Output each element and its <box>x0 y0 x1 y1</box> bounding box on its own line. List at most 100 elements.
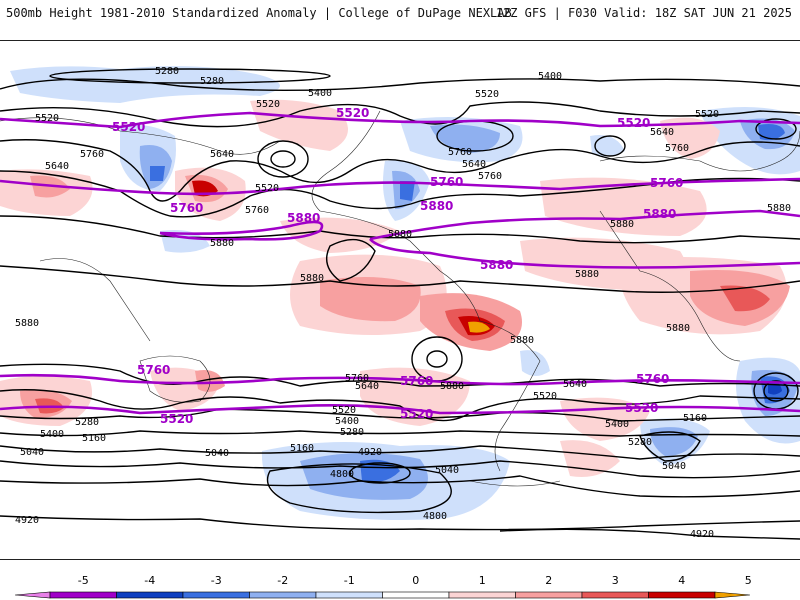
label-5880: 5880 <box>15 318 39 329</box>
map-title: 500mb Height 1981-2010 Standardized Anom… <box>6 6 512 20</box>
label-5760: 5760 <box>80 149 104 160</box>
label-5520: 5520 <box>256 99 280 110</box>
label-5760: 5760 <box>245 205 269 216</box>
label-5760-highlight: 5760 <box>430 175 463 189</box>
label-5040: 5040 <box>662 461 686 472</box>
label-5520-highlight: 5520 <box>336 106 369 120</box>
color-scale-tick-label: -2 <box>277 574 288 587</box>
label-5880: 5880 <box>510 335 534 346</box>
label-5520: 5520 <box>475 89 499 100</box>
label-5520: 5520 <box>695 109 719 120</box>
label-5880: 5880 <box>300 273 324 284</box>
label-5760: 5760 <box>478 171 502 182</box>
label-5520-highlight: 5520 <box>617 116 650 130</box>
label-5280: 5280 <box>200 76 224 87</box>
positive-anomaly-shading <box>0 99 790 477</box>
label-5040: 5040 <box>20 447 44 458</box>
label-5280: 5280 <box>155 66 179 77</box>
color-scale-segment <box>382 591 450 599</box>
color-scale-segment <box>182 591 250 599</box>
label-5520-highlight: 5520 <box>625 401 658 415</box>
anomaly-map[interactable]: 5280 5280 5400 5400 5520 5520 5520 5520 … <box>0 40 800 560</box>
label-5520-highlight: 5520 <box>160 412 193 426</box>
label-5880: 5880 <box>767 203 791 214</box>
color-scale-segment <box>448 591 516 599</box>
label-5880: 5880 <box>388 229 412 240</box>
label-5880-highlight: 5880 <box>643 207 676 221</box>
color-scale-segment <box>249 591 317 599</box>
color-scale-tick-label: 1 <box>479 574 486 587</box>
label-4920: 4920 <box>690 529 714 540</box>
label-5760: 5760 <box>448 147 472 158</box>
color-scale-segment <box>648 591 716 599</box>
color-scale-segment <box>515 591 583 599</box>
label-5880-highlight: 5880 <box>287 211 320 225</box>
label-5160: 5160 <box>290 443 314 454</box>
label-5400: 5400 <box>605 419 629 430</box>
label-5760-highlight: 5760 <box>170 201 203 215</box>
label-5280: 5280 <box>628 437 652 448</box>
label-4800: 4800 <box>423 511 447 522</box>
label-4800: 4800 <box>330 469 354 480</box>
label-5520: 5520 <box>35 113 59 124</box>
label-5760: 5760 <box>665 143 689 154</box>
label-5880: 5880 <box>210 238 234 249</box>
color-scale-bar: -5 -4 -3 -2 -1 0 1 2 3 4 5 <box>14 574 752 599</box>
label-5520: 5520 <box>533 391 557 402</box>
label-4920: 4920 <box>15 515 39 526</box>
label-5760: 5760 <box>345 373 369 384</box>
color-scale-tick-label: -4 <box>144 574 155 587</box>
color-scale-arrow-low <box>14 591 51 599</box>
label-5040: 5040 <box>435 465 459 476</box>
map-canvas: 5280 5280 5400 5400 5520 5520 5520 5520 … <box>0 66 800 540</box>
label-5760-highlight: 5760 <box>137 363 170 377</box>
color-scale-tick-label: 5 <box>745 574 752 587</box>
label-4920: 4920 <box>358 447 382 458</box>
color-scale-segment <box>116 591 184 599</box>
label-5520: 5520 <box>332 405 356 416</box>
label-5880: 5880 <box>666 323 690 334</box>
label-5280: 5280 <box>340 427 364 438</box>
label-5760-highlight: 5760 <box>400 374 433 388</box>
label-5160: 5160 <box>683 413 707 424</box>
label-5520: 5520 <box>255 183 279 194</box>
color-scale-segment <box>315 591 383 599</box>
color-scale-tick-label: -5 <box>78 574 89 587</box>
label-5400: 5400 <box>308 88 332 99</box>
label-5040: 5040 <box>205 448 229 459</box>
contour-labels: 5280 5280 5400 5400 5520 5520 5520 5520 … <box>15 66 791 540</box>
label-5400: 5400 <box>538 71 562 82</box>
label-5880: 5880 <box>440 381 464 392</box>
label-5640: 5640 <box>45 161 69 172</box>
color-scale-tick-label: 3 <box>612 574 619 587</box>
label-5400: 5400 <box>40 429 64 440</box>
color-scale-tick-label: 2 <box>545 574 552 587</box>
model-valid-time: 12Z GFS | F030 Valid: 18Z SAT JUN 21 202… <box>495 6 792 20</box>
highlight-labels: 5520 5520 5520 5760 5760 5760 5880 5880 … <box>112 106 683 426</box>
color-scale-ticks: -5 -4 -3 -2 -1 0 1 2 3 4 5 <box>78 574 752 587</box>
color-scale-tick-label: -1 <box>344 574 355 587</box>
label-5880-highlight: 5880 <box>420 199 453 213</box>
highlight-contours <box>0 111 800 415</box>
color-scale-segments <box>14 591 751 599</box>
label-5640: 5640 <box>462 159 486 170</box>
color-scale-tick-label: 4 <box>678 574 685 587</box>
label-5640: 5640 <box>210 149 234 160</box>
label-5520-highlight: 5520 <box>112 120 145 134</box>
color-scale-segment <box>581 591 649 599</box>
label-5880-highlight: 5880 <box>480 258 513 272</box>
label-5640: 5640 <box>650 127 674 138</box>
color-scale-tick-label: -3 <box>211 574 222 587</box>
label-5400: 5400 <box>335 416 359 427</box>
label-5520-highlight: 5520 <box>400 407 433 421</box>
label-5760-highlight: 5760 <box>650 176 683 190</box>
label-5640: 5640 <box>355 381 379 392</box>
color-scale-tick-label: 0 <box>412 574 419 587</box>
label-5640: 5640 <box>563 379 587 390</box>
color-scale-segment <box>49 591 117 599</box>
color-scale-arrow-high <box>714 591 751 599</box>
label-5880: 5880 <box>575 269 599 280</box>
label-5880: 5880 <box>610 219 634 230</box>
label-5280: 5280 <box>75 417 99 428</box>
label-5760-highlight: 5760 <box>636 372 669 386</box>
